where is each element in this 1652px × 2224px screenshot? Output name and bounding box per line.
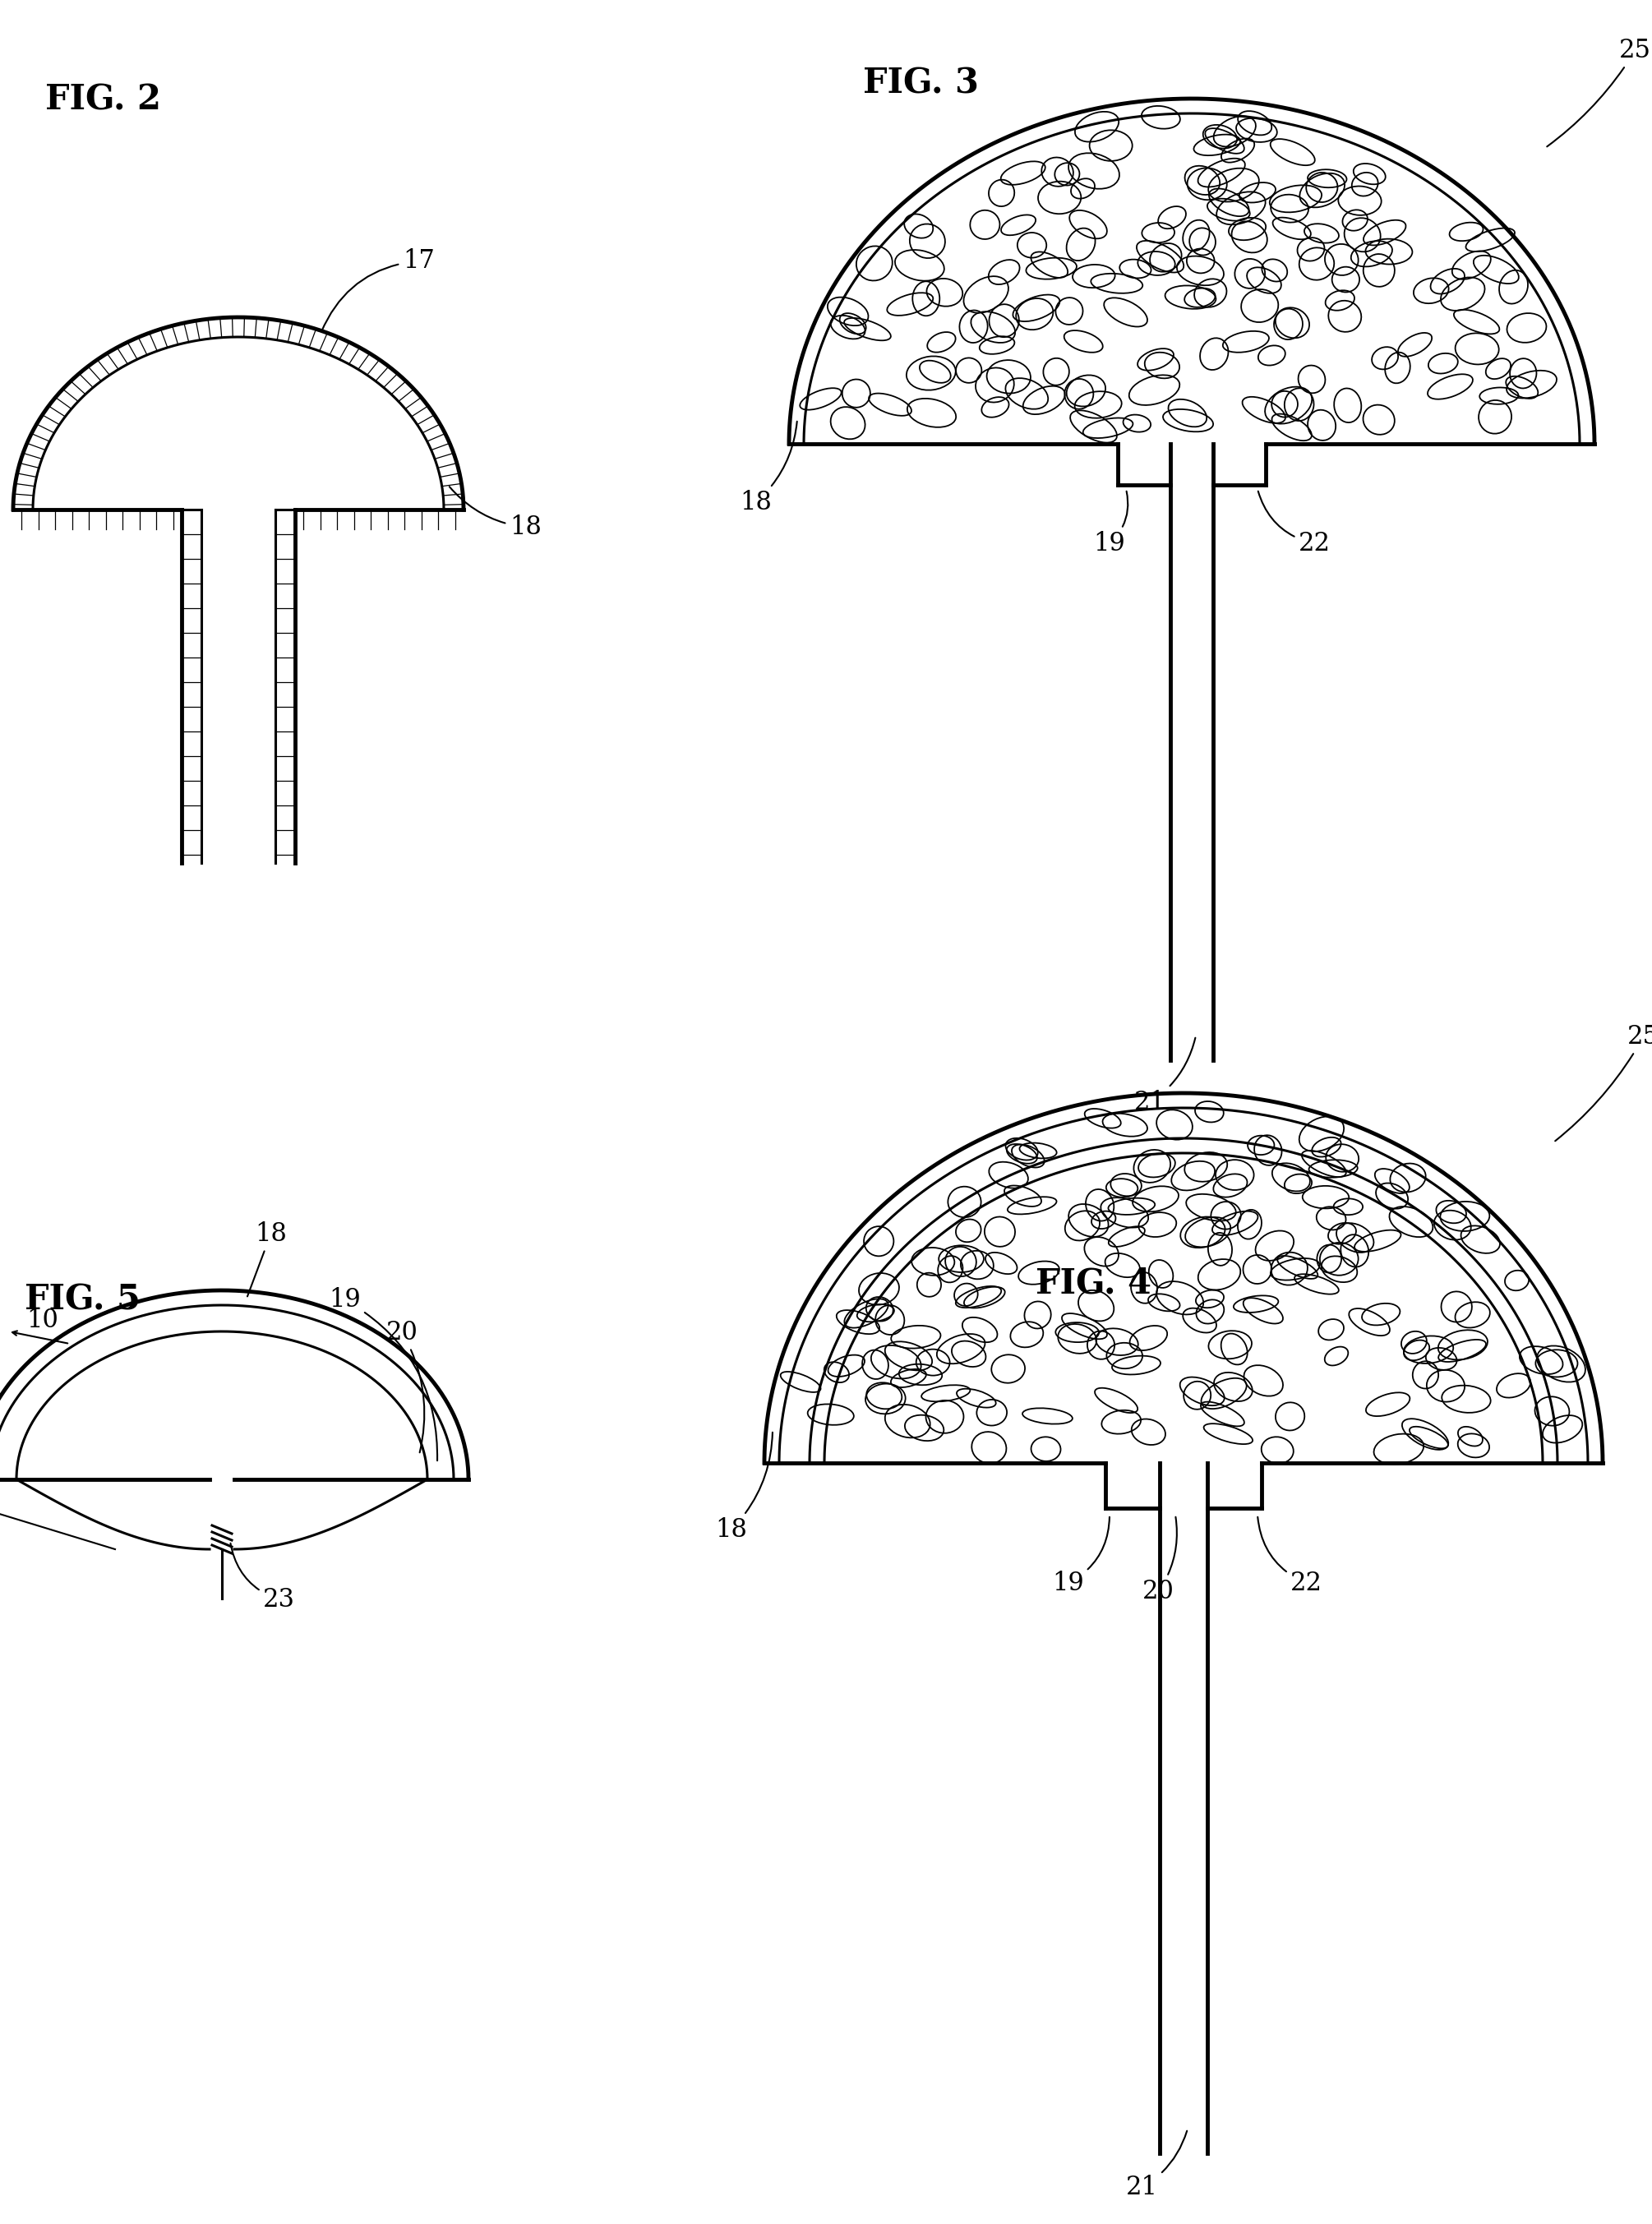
- Text: 17: 17: [322, 249, 434, 331]
- Text: 20: 20: [1143, 1517, 1176, 1604]
- Text: 18: 18: [248, 1221, 287, 1297]
- Text: 10: 10: [26, 1308, 58, 1332]
- Text: 22: 22: [1257, 1517, 1322, 1597]
- Text: 25: 25: [1546, 38, 1652, 147]
- Text: 25: 25: [1555, 1023, 1652, 1141]
- Text: 18: 18: [740, 420, 796, 516]
- Text: 19: 19: [1052, 1517, 1110, 1597]
- Text: 18: 18: [449, 487, 542, 540]
- Text: 23: 23: [231, 1543, 296, 1612]
- Text: FIG. 2: FIG. 2: [45, 82, 162, 116]
- Text: FIG. 4: FIG. 4: [1036, 1265, 1151, 1301]
- Text: FIG. 3: FIG. 3: [862, 67, 978, 100]
- Text: FIG. 5: FIG. 5: [25, 1281, 140, 1317]
- Text: 20: 20: [387, 1319, 425, 1452]
- Text: 19: 19: [1094, 492, 1128, 556]
- Text: 18: 18: [715, 1432, 773, 1543]
- Text: 19: 19: [329, 1288, 438, 1461]
- Text: 22: 22: [1259, 492, 1330, 556]
- Text: 21: 21: [1135, 1039, 1196, 1114]
- Text: 21: 21: [1127, 2131, 1188, 2200]
